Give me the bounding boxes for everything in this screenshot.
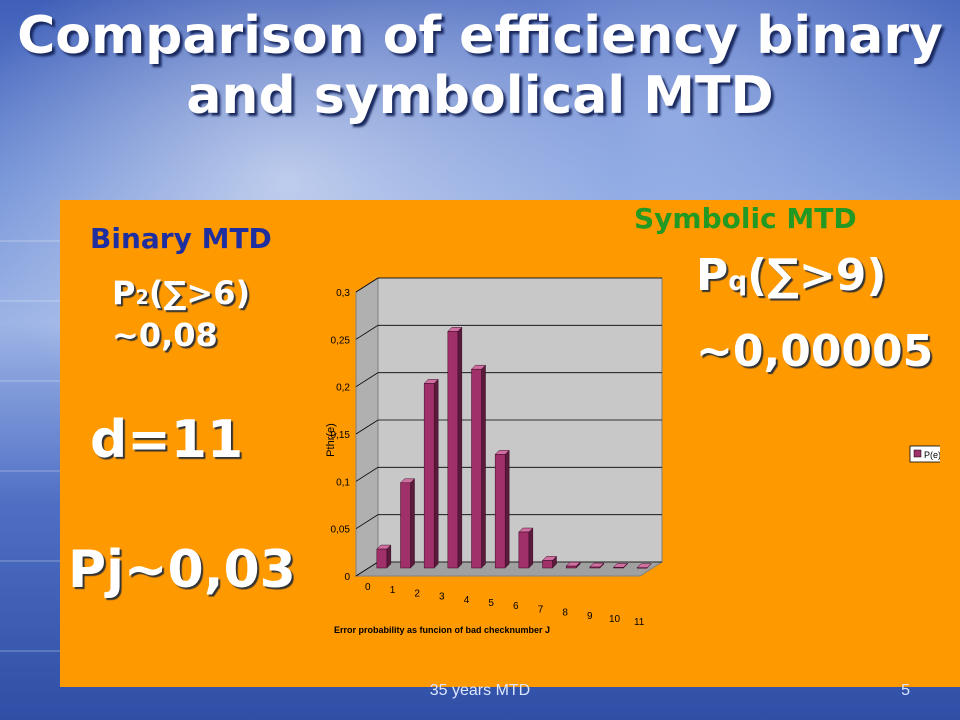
symbolic-prob-subscript: q: [728, 266, 748, 297]
y-tick-label: 0,1: [336, 477, 350, 488]
x-tick-label: 1: [390, 585, 396, 596]
x-axis-title: Error probability as funcion of bad chec…: [334, 625, 550, 635]
bar: [565, 565, 577, 569]
symbolic-probability-value: ~0,00005: [696, 326, 934, 377]
legend-swatch: [913, 449, 922, 458]
bar-side: [481, 364, 486, 569]
bar-side: [528, 527, 534, 569]
bar: [494, 454, 506, 569]
y-axis-title: Pthr(e): [325, 423, 337, 457]
x-tick-label: 3: [439, 592, 445, 603]
slide-title: Comparison of efficiency binary and symb…: [0, 6, 960, 126]
bar: [376, 548, 388, 569]
binary-prob-subscript: 2: [135, 286, 149, 309]
bar: [542, 560, 553, 569]
x-tick-label: 2: [414, 588, 420, 599]
title-line-2: and symbolical MTD: [186, 66, 774, 126]
chart-gridline: [355, 324, 662, 340]
binary-probability-value: ~0,08: [112, 316, 218, 354]
symbolic-prob-prefix: P: [696, 250, 729, 301]
bar-side: [433, 378, 439, 569]
binary-prob-prefix: P: [112, 274, 136, 312]
error-probability-chart: 0 0,05 0,1 0,15 0,2 0,25 0,3 0 1 2 3 4 5 6 7 8 9 10 11 Pthr…: [325, 277, 940, 635]
y-tick-label: 0,3: [336, 288, 350, 299]
symbolic-probability-label: Pq(∑>9): [696, 250, 886, 301]
y-tick-label: 0,2: [336, 383, 350, 394]
chart-gridline: [355, 419, 662, 435]
x-tick-label: 9: [587, 611, 593, 622]
x-tick-label: 7: [538, 604, 544, 615]
chart-gridline: [355, 466, 662, 482]
bar: [400, 482, 411, 569]
bar: [589, 566, 601, 569]
bar: [613, 567, 624, 569]
x-tick-label: 10: [609, 614, 621, 625]
binary-prob-suffix: (∑>6): [148, 274, 251, 312]
y-tick-label: 0: [344, 572, 350, 583]
page-number: 5: [901, 682, 910, 699]
chart-gridline: [355, 277, 662, 293]
x-tick-label: 6: [513, 601, 519, 612]
code-distance: d=11: [90, 410, 244, 470]
binary-heading: Binary MTD: [90, 222, 272, 255]
x-tick-label: 4: [464, 595, 470, 606]
bar: [518, 531, 530, 569]
symbolic-prob-suffix: (∑>9): [747, 250, 887, 301]
y-tick-label: 0,25: [331, 335, 351, 346]
chart-gridline: [355, 372, 662, 388]
title-line-1: Comparison of efficiency binary: [17, 6, 943, 66]
bar-side: [457, 326, 463, 569]
bar: [636, 567, 648, 569]
bar: [447, 331, 459, 569]
bar-side: [504, 449, 510, 569]
footer-text: 35 years MTD: [429, 682, 531, 699]
bar: [471, 368, 482, 569]
bar: [423, 383, 435, 569]
y-tick-label: 0,05: [331, 525, 351, 536]
legend-label: P(e): [924, 450, 940, 460]
x-tick-label: 5: [488, 598, 494, 609]
pj-value: Pj~0,03: [68, 540, 296, 600]
symbolic-heading: Symbolic MTD: [634, 202, 857, 235]
x-tick-label: 0: [365, 582, 371, 593]
x-tick-label: 8: [562, 608, 568, 619]
x-tick-label: 11: [634, 617, 645, 628]
chart-gridline: [355, 514, 662, 530]
binary-probability-label: P2(∑>6): [112, 274, 250, 312]
bar-side: [410, 478, 415, 569]
y-tick-label: 0,15: [331, 430, 351, 441]
